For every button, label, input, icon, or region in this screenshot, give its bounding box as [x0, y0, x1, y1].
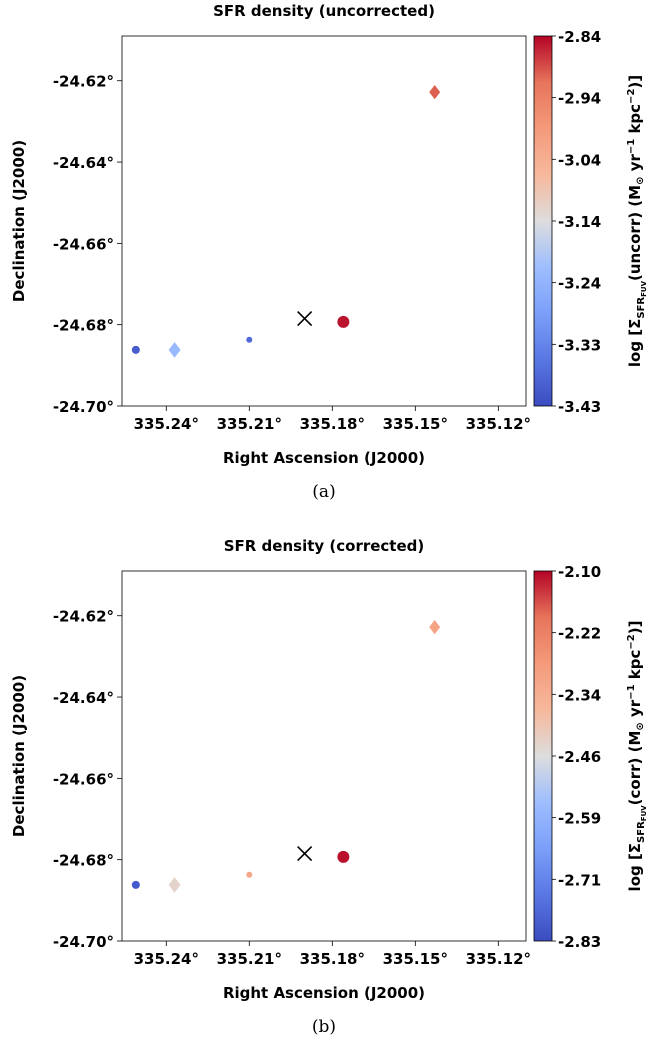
x-tick-label: 335.15°	[383, 415, 448, 433]
chart-title: SFR density (uncorrected)	[213, 2, 435, 20]
colorbar-tick-label: -2.22	[558, 625, 601, 643]
y-axis-label: Declination (J2000)	[10, 140, 28, 302]
y-tick-label: -24.68°	[53, 852, 114, 870]
colorbar-label-part: −1	[626, 139, 637, 154]
colorbar-label: log [ΣSFRFUV(uncorr) (M⊙ yr−1 kpc−2)]	[626, 75, 648, 367]
figure-caption: (b)	[312, 1017, 336, 1037]
y-tick-label: -24.70°	[53, 398, 114, 416]
colorbar-label-part: log [Σ	[626, 843, 644, 892]
colorbar-tick-label: -2.71	[558, 871, 601, 889]
colorbar-label-part: (uncorr) (M	[626, 185, 644, 281]
x-tick-label: 335.18°	[300, 950, 365, 968]
colorbar-tick-label: -3.24	[558, 275, 601, 293]
data-point	[246, 871, 253, 878]
y-tick-label: -24.68°	[53, 317, 114, 335]
colorbar-label-part: (corr) (M	[626, 731, 644, 806]
colorbar-tick-label: -3.33	[558, 336, 601, 354]
colorbar-tick-label: -3.43	[558, 398, 601, 416]
x-tick-label: 335.12°	[466, 950, 531, 968]
colorbar-label-part: −1	[626, 684, 637, 699]
y-tick-label: -24.64°	[53, 689, 114, 707]
colorbar-label: log [ΣSFRFUV(corr) (M⊙ yr−1 kpc−2)]	[626, 621, 648, 892]
colorbar-label-part: yr	[626, 154, 644, 177]
colorbar-label-part: )]	[626, 621, 644, 635]
colorbar-label-part: SFR	[636, 297, 647, 319]
colorbar-label-part: log [Σ	[626, 319, 644, 368]
center-marker	[297, 846, 313, 862]
x-tick-label: 335.24°	[134, 415, 199, 433]
figure-caption: (a)	[312, 482, 335, 502]
colorbar-label-part: −2	[626, 634, 637, 649]
data-point	[337, 850, 350, 863]
colorbar-tick-label: -2.34	[558, 686, 601, 704]
data-point	[131, 345, 140, 354]
colorbar-label-part: ⊙	[635, 177, 646, 185]
colorbar	[533, 35, 553, 407]
x-tick-label: 335.24°	[134, 950, 199, 968]
y-axis-label: Declination (J2000)	[10, 675, 28, 837]
colorbar-label-part: FUV	[640, 805, 648, 821]
x-tick-label: 335.21°	[217, 415, 282, 433]
colorbar-tick-label: -2.46	[558, 748, 601, 766]
y-tick-label: -24.62°	[53, 608, 114, 626]
y-tick-label: -24.70°	[53, 933, 114, 951]
data-point	[168, 342, 181, 358]
y-tick-label: -24.62°	[53, 73, 114, 91]
plot-frame	[121, 570, 527, 942]
x-axis-label: Right Ascension (J2000)	[223, 984, 425, 1002]
colorbar-label-part: kpc	[626, 104, 644, 139]
data-point	[168, 877, 181, 893]
x-axis-label: Right Ascension (J2000)	[223, 449, 425, 467]
colorbar-tick-label: -2.83	[558, 933, 601, 951]
data-point	[429, 619, 441, 635]
colorbar-label-part: kpc	[626, 650, 644, 685]
colorbar-tick-label: -2.94	[558, 90, 601, 108]
colorbar-tick-label: -2.84	[558, 28, 601, 46]
chart-title: SFR density (corrected)	[224, 537, 425, 555]
colorbar-label-part: yr	[626, 699, 644, 722]
chart-panel-b: SFR density (corrected) 335.24° 335.21° 335…	[10, 537, 648, 1037]
data-point	[337, 315, 350, 328]
chart-panel-a: SFR density (uncorrected) 335.24° 335.21° 3…	[10, 2, 648, 502]
data-point	[429, 84, 441, 100]
x-tick-label: 335.18°	[300, 415, 365, 433]
colorbar-label-part: )]	[626, 75, 644, 89]
colorbar-tick-label: -2.10	[558, 563, 601, 581]
colorbar-tick-label: -3.14	[558, 213, 601, 231]
colorbar	[533, 570, 553, 942]
y-tick-label: -24.66°	[53, 770, 114, 788]
x-tick-label: 335.21°	[217, 950, 282, 968]
y-tick-label: -24.64°	[53, 154, 114, 172]
data-point	[246, 336, 253, 343]
colorbar-label-part: ⊙	[635, 722, 646, 730]
x-tick-label: 335.12°	[466, 415, 531, 433]
colorbar-label-part: SFR	[636, 821, 647, 843]
colorbar-tick-label: -3.04	[558, 151, 601, 169]
y-tick-label: -24.66°	[53, 235, 114, 253]
colorbar-tick-label: -2.59	[558, 810, 601, 828]
colorbar-label-part: FUV	[640, 280, 648, 296]
center-marker	[297, 311, 313, 327]
x-tick-label: 335.15°	[383, 950, 448, 968]
plot-frame	[121, 35, 527, 407]
data-point	[131, 880, 140, 889]
colorbar-label-part: −2	[626, 89, 637, 104]
